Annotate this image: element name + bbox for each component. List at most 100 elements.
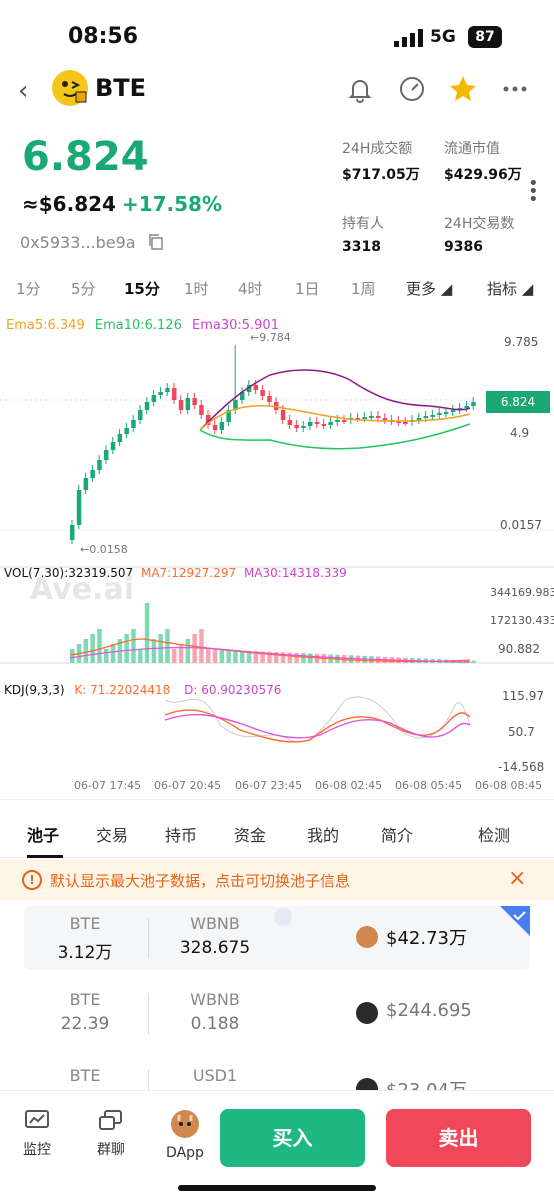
nav-monitor[interactable]: 监控: [12, 1109, 62, 1159]
more-vertical-icon[interactable]: • • •: [528, 173, 539, 210]
volume-bar: [267, 651, 272, 663]
candle: [219, 422, 225, 430]
volume-bar: [219, 649, 225, 663]
pool-notice[interactable]: ! 默认显示最大池子数据，点击可切换池子信息 ×: [0, 860, 554, 900]
ma7-line: [69, 638, 471, 663]
price-change: +17.58%: [121, 192, 222, 216]
candle: [206, 415, 211, 425]
vol-axis-mid: 172130.433: [490, 614, 554, 627]
tf-1m[interactable]: 1分: [16, 280, 41, 298]
volume-bar: [348, 655, 354, 663]
divider: [148, 918, 149, 958]
volume-bar: [165, 629, 170, 663]
back-icon[interactable]: ‹: [18, 76, 29, 106]
bottom-bar: 监控 群聊 DApp 买入 卖出: [0, 1090, 554, 1200]
volume-bar: [240, 650, 245, 663]
pool-token-a: BTE: [69, 990, 101, 1009]
tf-15m[interactable]: 15分: [124, 280, 160, 298]
candle: [444, 412, 449, 414]
price-chart[interactable]: [0, 330, 554, 800]
nav-chat[interactable]: 群聊: [86, 1109, 136, 1159]
volume-bar: [185, 639, 191, 663]
stat-holders: 持有人 3318: [342, 216, 384, 255]
kdj-axis-bottom: -14.568: [498, 760, 545, 774]
tf-4h[interactable]: 4时: [238, 280, 263, 298]
volume-legend: VOL(7,30):32319.507 MA7:12927.297 MA30:1…: [4, 566, 347, 580]
pool-token-a: BTE: [69, 1066, 101, 1085]
candle: [314, 422, 320, 424]
copy-icon[interactable]: [147, 233, 165, 251]
candle: [226, 410, 231, 422]
selected-check-icon: [500, 906, 530, 936]
ema5-label: Ema5:6.349: [6, 318, 85, 333]
pool-token-b: WBNB: [190, 914, 240, 933]
candle: [144, 402, 150, 410]
x-tick-2: 06-07 23:45: [235, 779, 303, 792]
volume-bar: [233, 650, 238, 663]
vol-label: VOL(7,30):32319.507: [4, 566, 134, 580]
monitor-icon: [25, 1110, 49, 1128]
candles-group: [70, 345, 476, 544]
volume-bar: [104, 649, 109, 663]
contract-address[interactable]: 0x5933...be9a: [20, 233, 165, 252]
bell-icon[interactable]: [345, 74, 375, 104]
volume-bar: [206, 649, 211, 663]
ema30-line: [199, 369, 471, 431]
sell-button[interactable]: 卖出: [386, 1109, 531, 1167]
coin-logo: [52, 70, 88, 106]
x-tick-5: 06-08 08:45: [475, 779, 543, 792]
candle: [90, 470, 95, 478]
candle: [287, 420, 293, 425]
pancakeswap-v3-icon: [356, 1002, 378, 1024]
candle: [430, 415, 435, 417]
gauge-icon[interactable]: [397, 74, 427, 104]
volume-bar: [192, 634, 197, 663]
star-icon[interactable]: [448, 74, 478, 104]
candle: [246, 385, 252, 392]
x-tick-1: 06-07 20:45: [154, 779, 222, 792]
vol-axis-top: 344169.983: [490, 586, 554, 599]
pancakeswap-icon: [356, 926, 378, 948]
pool-row[interactable]: BTE 3.12万 WBNB 328.675 $42.73万: [24, 906, 530, 970]
network-label: 5G: [430, 27, 456, 47]
x-tick-3: 06-08 02:45: [315, 779, 383, 792]
kdj-k-line: [164, 709, 471, 743]
tf-more[interactable]: 更多 ◢: [406, 280, 453, 298]
tf-1w[interactable]: 1周: [351, 280, 376, 298]
tab-intro[interactable]: 简介: [381, 826, 414, 845]
tf-5m[interactable]: 5分: [71, 280, 96, 298]
tab-check[interactable]: 检测: [478, 826, 511, 845]
tab-holders[interactable]: 持币: [165, 826, 198, 845]
pool-amount-b: 0.188: [190, 1014, 240, 1034]
tf-1d[interactable]: 1日: [295, 280, 320, 298]
vol-axis-bottom: 90.882: [498, 642, 540, 656]
max-marker: ←9.784: [250, 331, 291, 344]
candle: [355, 418, 361, 420]
tab-funds[interactable]: 资金: [234, 826, 267, 845]
candle: [437, 413, 442, 415]
nav-dapp[interactable]: DApp: [160, 1109, 210, 1161]
axis-mid: 4.9: [510, 426, 530, 440]
candle: [280, 410, 286, 420]
candle: [104, 450, 109, 460]
candle: [151, 395, 157, 402]
candle: [178, 400, 184, 410]
tab-trades[interactable]: 交易: [96, 826, 129, 845]
pool-token-b: WBNB: [190, 990, 240, 1009]
tf-1h[interactable]: 1时: [184, 280, 209, 298]
kdj-k-value: K: 71.22024418: [74, 683, 171, 697]
candle: [124, 428, 129, 434]
more-icon[interactable]: [500, 74, 530, 104]
tab-mine[interactable]: 我的: [307, 826, 340, 845]
buy-button[interactable]: 买入: [220, 1109, 365, 1167]
tab-pools[interactable]: 池子: [27, 826, 60, 845]
tf-indicators[interactable]: 指标 ◢: [487, 280, 534, 298]
close-icon[interactable]: ×: [508, 866, 527, 891]
kdj-axis-top: 115.97: [502, 689, 544, 703]
candle: [117, 434, 123, 442]
status-time: 08:56: [68, 24, 139, 49]
pool-row[interactable]: BTE 22.39 WBNB 0.188 $244.695: [24, 982, 530, 1046]
candle: [423, 416, 429, 418]
ema5-line: [199, 404, 471, 431]
axis-top: 9.785: [504, 335, 539, 349]
